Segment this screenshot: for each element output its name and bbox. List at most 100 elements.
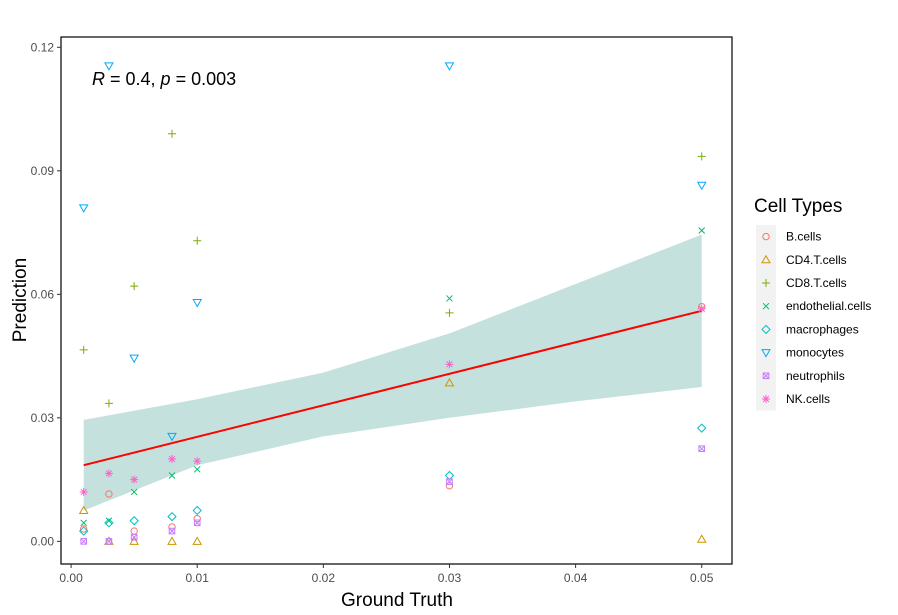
data-point [193, 236, 202, 245]
data-point [78, 505, 89, 514]
data-point [167, 536, 177, 545]
data-point [697, 423, 707, 433]
y-axis: 0.00 0.03 0.06 0.09 0.12 [31, 40, 61, 548]
data-point [193, 465, 201, 473]
data-point [444, 62, 455, 71]
data-point [446, 478, 453, 485]
series-monocytes [78, 62, 707, 442]
series-endothelial-cells [80, 227, 706, 527]
series-macrophages [78, 423, 707, 536]
annotation-p-symbol: p [160, 69, 171, 89]
data-point [168, 527, 176, 535]
series-nk-cells [79, 304, 706, 496]
data-point [167, 129, 176, 138]
data-point [105, 517, 113, 525]
annotation-text: R = 0.4, p = 0.003 [92, 69, 236, 89]
series-cd4-t-cells [78, 377, 707, 545]
data-point [129, 354, 140, 364]
annotation-r-value: = 0.4, [105, 69, 161, 89]
annotation-p-value: = 0.003 [171, 69, 237, 89]
data-point [130, 475, 139, 484]
y-tick-label: 0.06 [31, 287, 55, 301]
legend-key [756, 248, 776, 272]
x-axis-title: Ground Truth [341, 590, 453, 611]
legend-items: B.cells CD4.T.cells CD8.T.cells endothelial… [756, 225, 871, 411]
data-point [130, 527, 138, 535]
data-point [80, 519, 88, 527]
y-tick-label: 0.09 [31, 164, 55, 178]
data-point [192, 299, 203, 308]
data-point [444, 470, 455, 481]
data-point [445, 308, 454, 317]
legend-item: B.cells [756, 225, 821, 249]
data-point [104, 518, 114, 528]
legend: Cell Types B.cells CD4.T.cells CD8.T.cells… [754, 196, 871, 411]
legend-marker [761, 324, 771, 335]
legend-item: neutrophils [756, 364, 845, 388]
data-point [697, 304, 706, 313]
data-point [104, 62, 114, 71]
legend-marker [762, 279, 770, 287]
data-point [79, 345, 88, 354]
data-point [130, 488, 138, 496]
data-point [444, 377, 455, 387]
data-point [130, 533, 138, 541]
x-axis: 0.00 0.01 0.02 0.03 0.04 0.05 [59, 564, 714, 585]
data-point [167, 511, 177, 522]
data-point [167, 432, 177, 442]
legend-marker [762, 302, 770, 310]
legend-key [756, 341, 776, 365]
legend-key [756, 317, 776, 341]
x-tick-label: 0.04 [564, 571, 588, 585]
confidence-band-layer [83, 234, 702, 511]
data-point [80, 525, 88, 533]
data-point [193, 519, 201, 527]
legend-label: macrophages [786, 322, 859, 336]
legend-marker [762, 395, 770, 403]
data-point [193, 457, 202, 466]
y-axis-title: Prediction [10, 258, 31, 343]
data-point [193, 515, 201, 523]
plot-panel-border [60, 36, 733, 565]
data-point [168, 472, 176, 479]
legend-item: monocytes [756, 341, 844, 365]
legend-label: monocytes [786, 346, 844, 360]
legend-title: Cell Types [754, 196, 842, 217]
data-point [79, 487, 88, 496]
data-point [167, 455, 176, 464]
data-point [698, 445, 706, 453]
legend-item: CD8.T.cells [756, 271, 847, 295]
data-point [104, 399, 113, 408]
data-point [105, 538, 113, 545]
y-tick-label: 0.00 [31, 534, 55, 548]
x-tick-label: 0.03 [438, 571, 462, 585]
regression-line [83, 309, 702, 467]
legend-item: macrophages [756, 317, 859, 341]
annotation-r-symbol: R [92, 69, 105, 89]
data-point [446, 295, 453, 302]
confidence-band [83, 234, 702, 511]
legend-marker [761, 254, 771, 264]
legend-label: endothelial.cells [786, 299, 871, 313]
y-tick-label: 0.03 [31, 411, 55, 425]
legend-item: endothelial.cells [756, 294, 871, 318]
data-point [445, 360, 454, 369]
legend-label: NK.cells [786, 392, 830, 406]
legend-marker [762, 372, 770, 380]
data-points-layer [78, 62, 707, 545]
x-tick-label: 0.05 [690, 571, 714, 585]
data-point [192, 505, 202, 516]
data-point [129, 536, 140, 545]
y-tick-label: 0.12 [31, 40, 55, 54]
data-point [104, 469, 113, 478]
data-point [130, 282, 139, 291]
data-point [105, 490, 113, 498]
legend-marker [761, 349, 771, 358]
legend-label: neutrophils [786, 369, 845, 383]
legend-key [756, 225, 776, 249]
x-tick-label: 0.02 [312, 571, 336, 585]
legend-label: CD8.T.cells [786, 276, 847, 290]
legend-item: CD4.T.cells [756, 248, 847, 272]
data-point [698, 227, 706, 234]
